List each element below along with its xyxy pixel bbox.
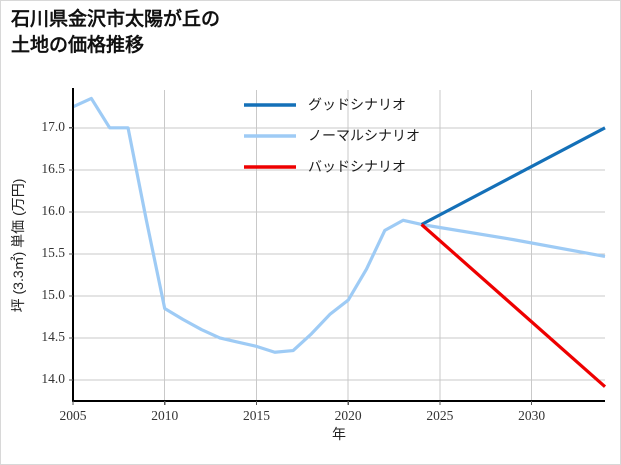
- y-tick-label: 17.0: [41, 119, 65, 134]
- series-line-1: [420, 126, 606, 226]
- x-tick-label: 2020: [335, 408, 362, 423]
- series-line-2: [420, 223, 607, 388]
- y-axis-title: 坪 (3.3㎡) 単価 (万円): [10, 179, 26, 313]
- legend-label-0: グッドシナリオ: [308, 97, 406, 113]
- y-tick-label: 15.0: [41, 287, 65, 302]
- legend-label-2: バッドシナリオ: [308, 159, 406, 175]
- series-group: [72, 96, 607, 388]
- axis-spines: [71, 88, 605, 403]
- x-tick-label: 2010: [151, 408, 178, 423]
- x-tick-label: 2015: [243, 408, 270, 423]
- y-tick-label: 14.5: [41, 329, 65, 344]
- axis-titles: 年 坪 (3.3㎡) 単価 (万円): [10, 179, 346, 442]
- y-tick-label: 15.5: [41, 245, 65, 260]
- x-tick-label: 2030: [518, 408, 545, 423]
- y-tick-label: 16.5: [41, 161, 65, 176]
- y-tick-labels: 14.0 14.5 15.0 15.5 16.0 16.5 17.0: [41, 119, 65, 386]
- y-tick-label: 14.0: [41, 371, 65, 386]
- chart-title: 石川県金沢市太陽が丘の 土地の価格推移: [11, 9, 221, 56]
- x-tick-label: 2025: [426, 408, 453, 423]
- x-tick-labels: 2005 2010 2015 2020 2025 2030: [60, 408, 546, 423]
- axis-ticks: [69, 127, 533, 405]
- y-tick-label: 16.0: [41, 203, 65, 218]
- series-line-0: [72, 96, 606, 354]
- x-tick-label: 2005: [60, 408, 87, 423]
- legend-label-1: ノーマルシナリオ: [308, 128, 420, 144]
- x-axis-title: 年: [332, 426, 346, 442]
